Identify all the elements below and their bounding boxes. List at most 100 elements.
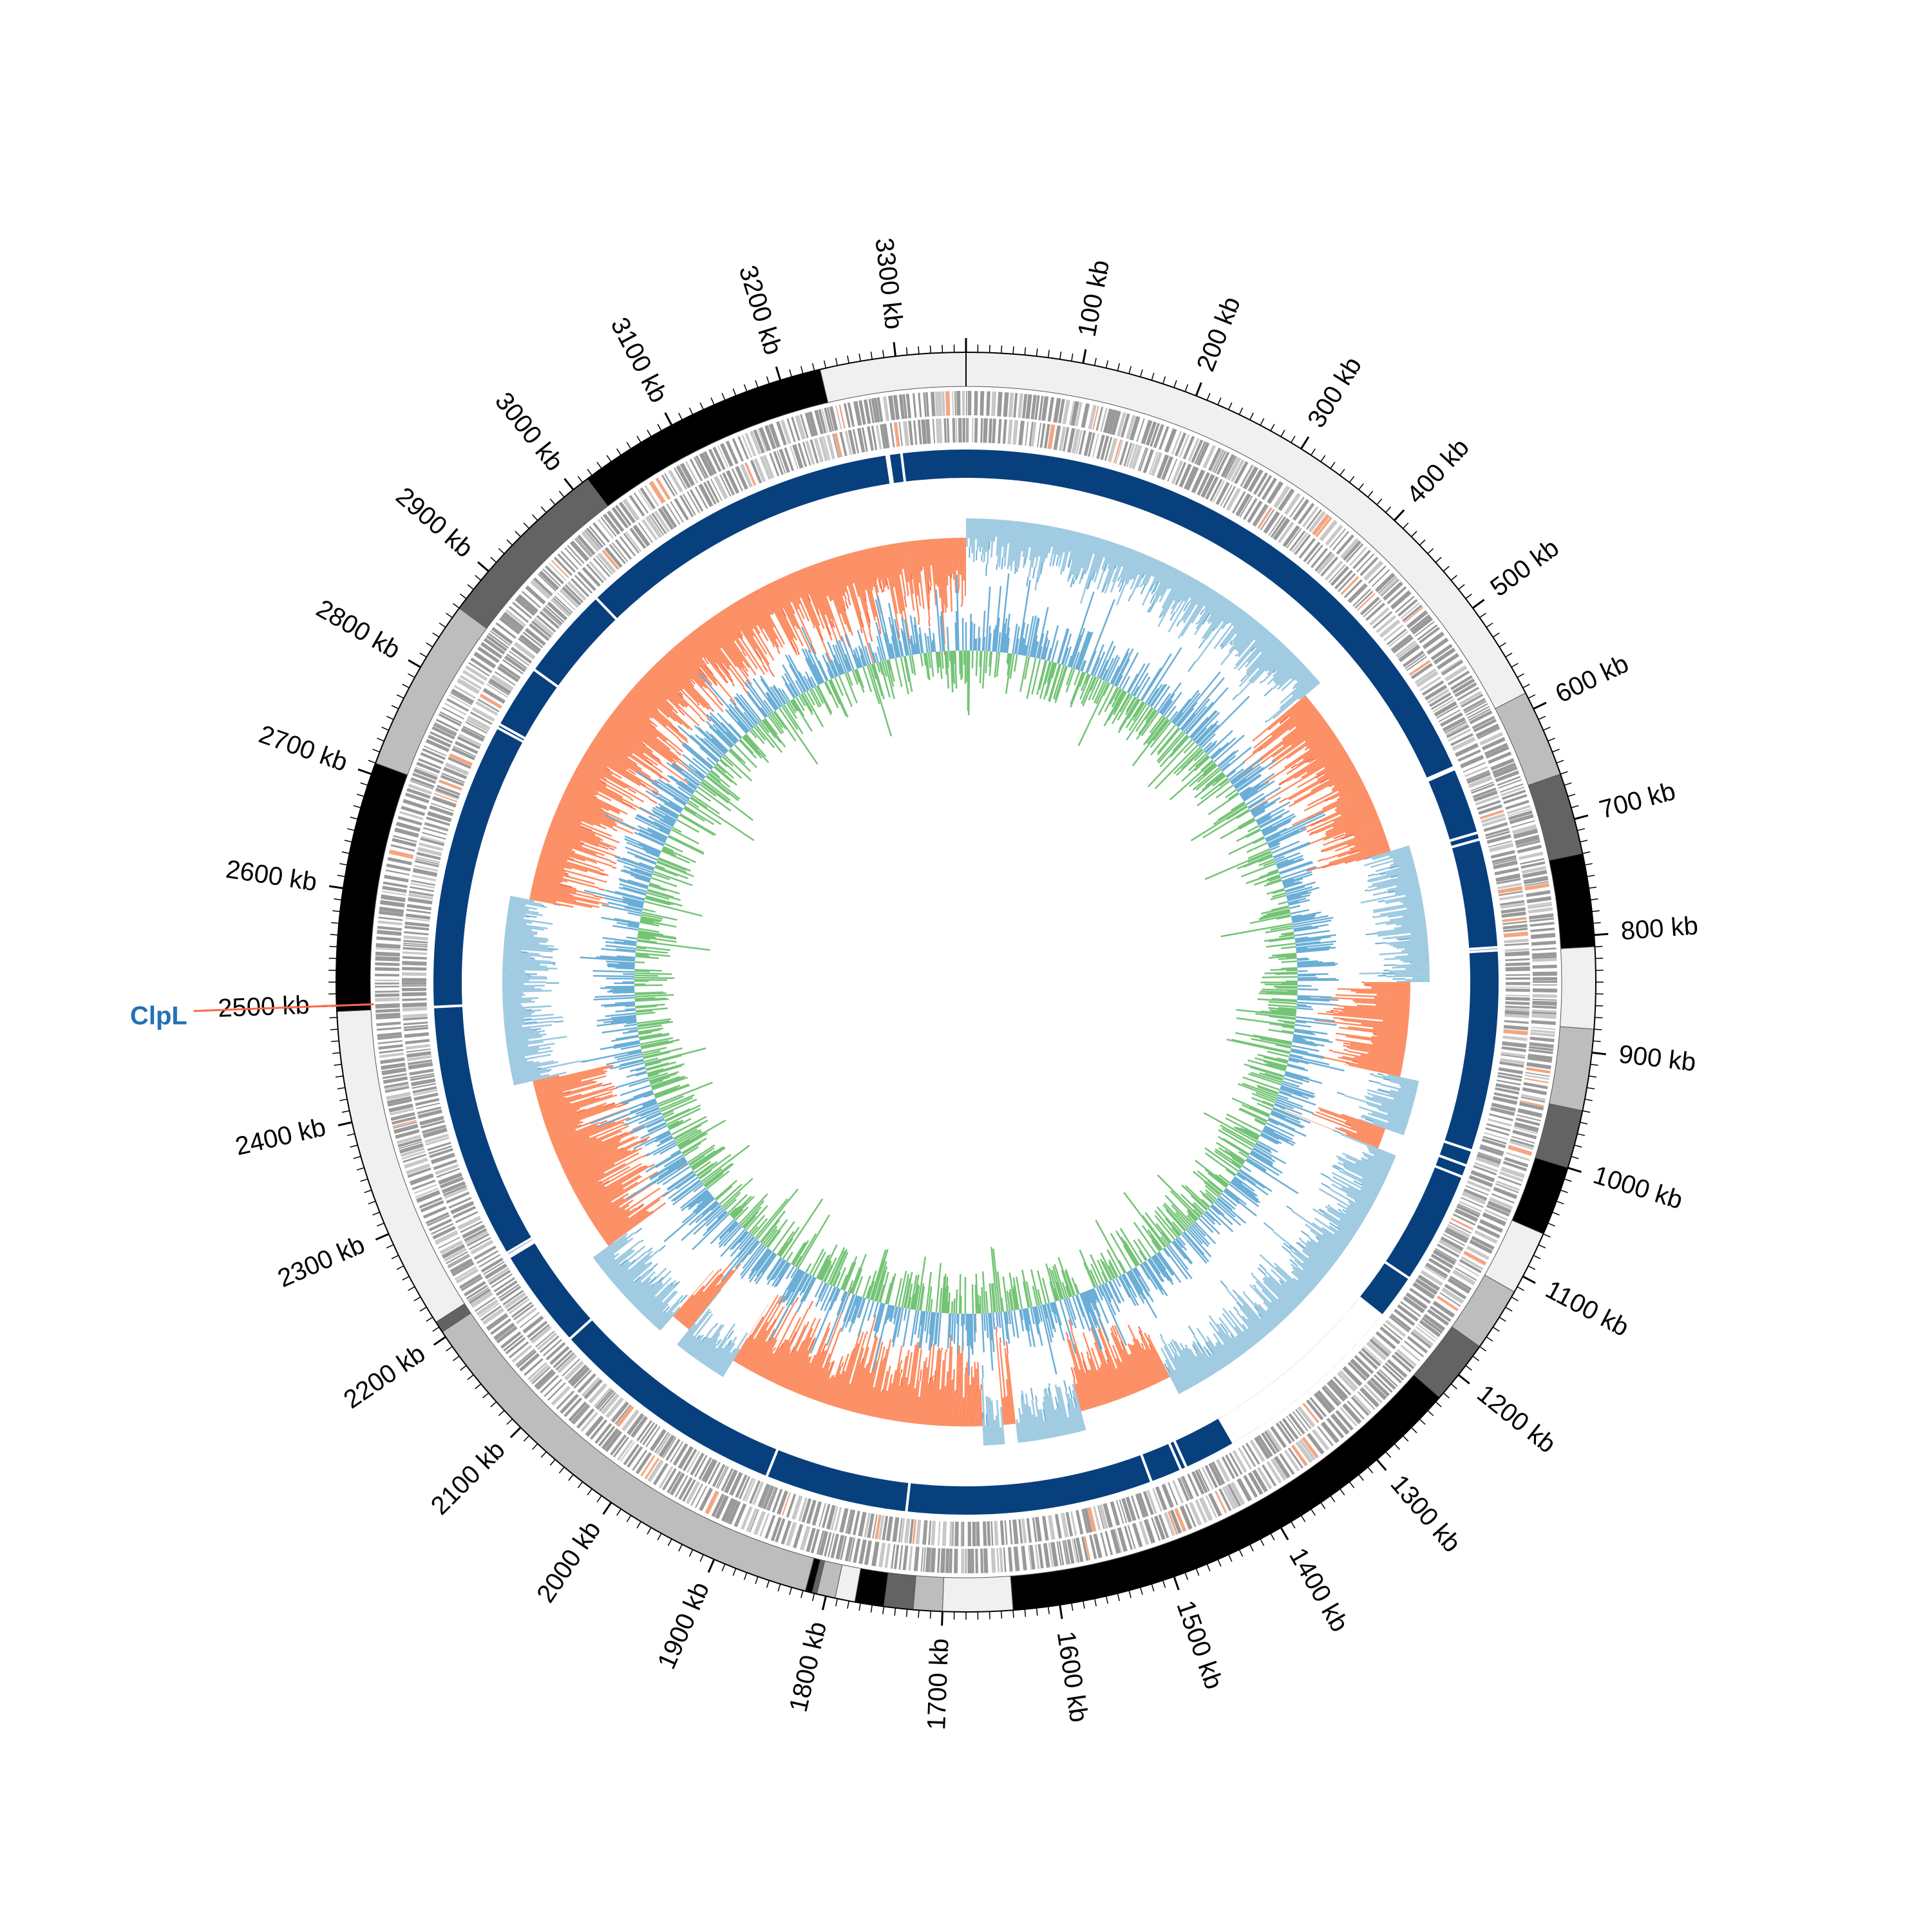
skew-bar xyxy=(1191,1343,1213,1376)
skew-bar xyxy=(578,1185,605,1202)
skew-bar xyxy=(920,540,931,620)
gc-bar xyxy=(1296,957,1308,960)
gc-bar xyxy=(809,1248,824,1275)
cds-feature xyxy=(382,886,407,893)
cds-feature xyxy=(1092,406,1099,430)
gc-bar xyxy=(1139,1264,1150,1280)
skew-bar xyxy=(1235,1336,1248,1352)
skew-bar xyxy=(1319,1109,1385,1134)
skew-bar xyxy=(1197,592,1219,624)
gc-bar xyxy=(646,1119,665,1128)
skew-bar xyxy=(676,643,713,685)
cds-feature xyxy=(1450,675,1473,690)
cds-feature xyxy=(1241,465,1255,488)
cds-feature xyxy=(972,1521,976,1546)
gc-bar xyxy=(1244,1063,1285,1077)
cds-feature xyxy=(1368,565,1387,584)
gc-bar xyxy=(660,1097,694,1112)
skew-bar xyxy=(1273,1262,1310,1296)
skew-bar xyxy=(502,956,535,960)
skew-bar xyxy=(685,1269,733,1327)
skew-bar xyxy=(907,541,913,574)
gc-bar xyxy=(1189,762,1217,788)
cds-feature xyxy=(1379,1326,1401,1345)
skew-bar xyxy=(1306,1242,1335,1265)
gc-bar xyxy=(1081,675,1094,705)
cds-feature xyxy=(477,698,500,712)
skew-bar xyxy=(1385,895,1422,904)
cds-feature xyxy=(917,419,922,445)
cds-feature xyxy=(539,611,560,629)
cds-feature xyxy=(1081,1508,1089,1533)
skew-spike xyxy=(1138,1326,1142,1333)
gc-bar xyxy=(1236,853,1273,870)
cds-feature xyxy=(1422,631,1444,650)
cds-feature xyxy=(1100,1532,1108,1557)
skew-bar xyxy=(1191,589,1214,624)
cds-feature xyxy=(930,1548,936,1573)
cds-feature xyxy=(1495,770,1520,782)
skew-bar xyxy=(535,1075,607,1095)
cds-feature xyxy=(998,419,1002,444)
skew-bar xyxy=(847,1363,862,1411)
skew-spike xyxy=(844,634,850,647)
skew-bar xyxy=(1303,780,1363,812)
skew-bar xyxy=(564,1135,639,1173)
cds-feature xyxy=(453,685,477,699)
skew-bar xyxy=(1254,1287,1285,1320)
skew-bar xyxy=(1228,1310,1257,1345)
skew-spike xyxy=(1320,777,1329,784)
skew-bar xyxy=(1067,1417,1074,1434)
gc-bar xyxy=(1247,1155,1280,1177)
cds-feature xyxy=(412,1083,437,1089)
cds-feature xyxy=(478,1302,500,1318)
gc-bar xyxy=(929,1299,933,1312)
gc-bar xyxy=(1119,1275,1137,1307)
cds-feature xyxy=(375,982,400,985)
cds-feature xyxy=(411,880,435,886)
cds-feature xyxy=(695,1486,708,1508)
skew-bar xyxy=(506,1033,547,1041)
cds-feature xyxy=(1517,1108,1542,1118)
skew-bar xyxy=(1180,583,1204,622)
skew-spike xyxy=(609,847,615,851)
skew-spike xyxy=(1264,687,1273,697)
cds-feature xyxy=(459,1273,482,1289)
gc-bar xyxy=(1023,645,1027,656)
skew-bar xyxy=(1084,1372,1097,1408)
cds-feature xyxy=(1261,1432,1277,1455)
gc-bar xyxy=(1218,1129,1253,1151)
cds-feature xyxy=(1235,493,1251,516)
cds-feature xyxy=(407,1055,432,1062)
gc-bar xyxy=(1225,1188,1247,1206)
gc-bar xyxy=(1217,1135,1249,1157)
cds-feature xyxy=(921,419,927,444)
cds-feature xyxy=(1095,406,1104,431)
skew-spike xyxy=(1232,694,1238,701)
skew-bar xyxy=(1279,698,1309,723)
skew-bar xyxy=(631,1285,652,1305)
skew-spike xyxy=(1344,1122,1352,1127)
cds-feature xyxy=(1121,1497,1132,1522)
gc-bar xyxy=(1151,1240,1160,1252)
gc-bar xyxy=(1274,1103,1286,1110)
cds-feature xyxy=(1531,1009,1557,1013)
skew-bar xyxy=(1101,544,1120,593)
cds-feature xyxy=(1504,1014,1530,1019)
skew-bar xyxy=(1183,579,1198,602)
cds-feature xyxy=(410,1074,435,1081)
gc-bar xyxy=(1115,658,1130,687)
cds-feature xyxy=(598,1425,616,1447)
skew-bar xyxy=(682,639,735,703)
cds-feature xyxy=(813,438,824,463)
skew-bar xyxy=(513,1074,549,1084)
cds-feature xyxy=(1505,994,1530,997)
skew-bar xyxy=(1171,1339,1198,1385)
skew-bar xyxy=(556,808,594,826)
skew-bar xyxy=(1264,1274,1298,1308)
skew-bar xyxy=(553,817,596,836)
skew-bar xyxy=(1043,526,1052,563)
skew-bar xyxy=(533,1075,560,1083)
gc-bar xyxy=(695,1202,719,1224)
gc-bar xyxy=(1293,927,1319,933)
